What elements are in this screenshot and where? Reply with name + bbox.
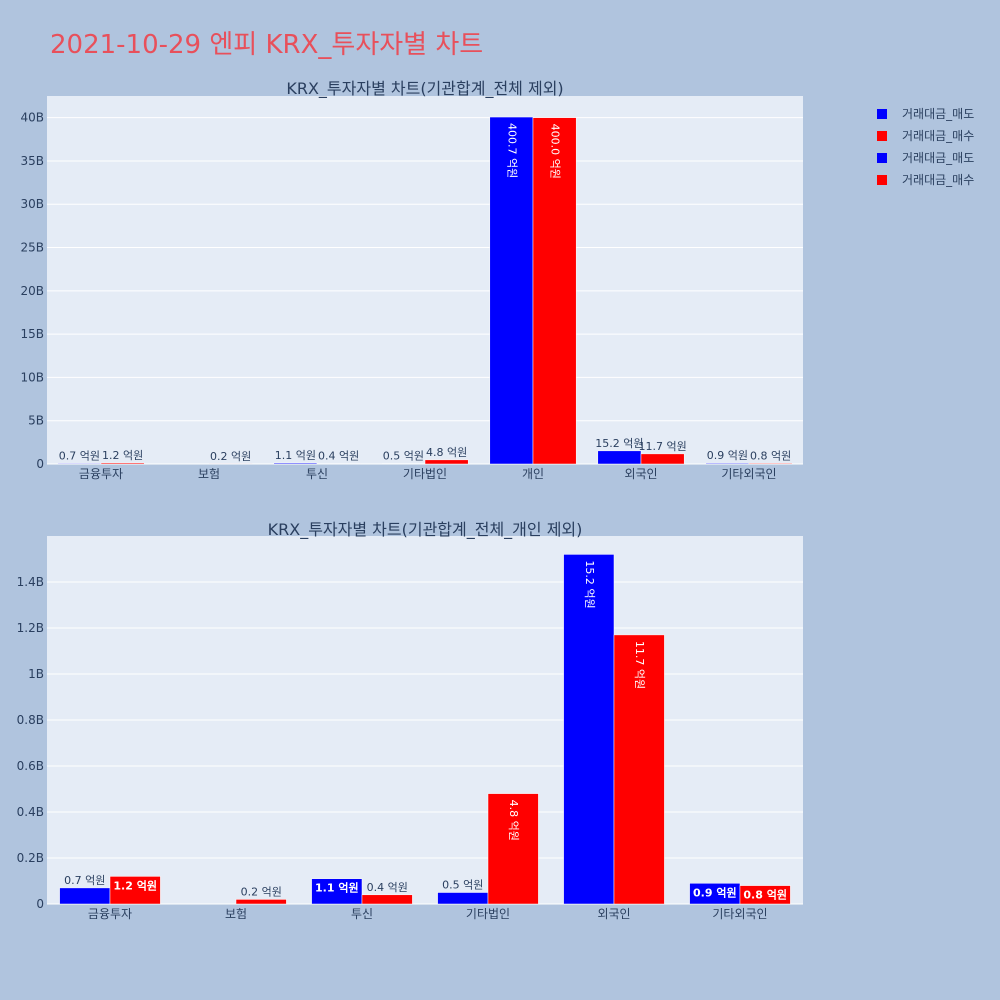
- bar-buy: [532, 117, 577, 465]
- bar-value-label: 0.8 억원: [743, 888, 787, 902]
- bar-sell: [705, 462, 750, 465]
- bar-value-label: 1.2 억원: [113, 878, 157, 892]
- x-tick-label: 외국인: [624, 467, 657, 481]
- bar-sell: [437, 892, 489, 905]
- y-tick-label: 0: [36, 457, 44, 471]
- legend-swatch: [877, 131, 887, 141]
- bar-value-label: 4.8 억원: [507, 800, 520, 841]
- bar-value-label: 400.7 억원: [505, 123, 518, 178]
- bar-buy: [640, 453, 685, 465]
- x-tick-label: 개인: [522, 467, 544, 481]
- bar-value-label: 0.5 억원: [442, 879, 483, 892]
- bar-value-label: 0.5 억원: [383, 450, 424, 463]
- bar-value-label: 0.4 억원: [367, 881, 408, 894]
- legend-swatch: [877, 153, 887, 163]
- bar-sell: [273, 462, 318, 465]
- x-tick-label: 보험: [198, 467, 220, 481]
- bar-value-label: 0.4 억원: [318, 450, 359, 463]
- y-tick-label: 0: [36, 897, 44, 911]
- y-tick-label: 0.8B: [17, 713, 44, 727]
- bar-value-label: 0.2 억원: [241, 885, 282, 898]
- x-tick-label: 기타외국인: [721, 467, 776, 481]
- bar-sell: [311, 878, 363, 905]
- x-tick-label: 금융투자: [79, 467, 123, 481]
- y-tick-label: 1B: [28, 667, 44, 681]
- x-tick-label: 기타외국인: [712, 907, 767, 921]
- bar-value-label: 1.1 억원: [315, 881, 359, 895]
- bar-value-label: 15.2 억원: [595, 437, 643, 450]
- bar-value-label: 400.0 억원: [549, 124, 562, 179]
- legend-entry: 거래대금_매도: [902, 151, 974, 165]
- bar-buy: [739, 885, 791, 905]
- bar-value-label: 0.7 억원: [59, 449, 100, 462]
- x-tick-label: 투신: [351, 907, 373, 921]
- x-tick-label: 기타법인: [466, 907, 510, 921]
- bar-value-label: 0.9 억원: [693, 885, 737, 899]
- bar-buy: [100, 462, 145, 465]
- x-tick-label: 투신: [306, 467, 328, 481]
- bar-buy: [424, 459, 469, 465]
- x-tick-label: 기타법인: [403, 467, 447, 481]
- bar-value-label: 15.2 억원: [583, 560, 596, 608]
- bar-sell: [489, 116, 534, 465]
- bar-buy: [613, 634, 665, 905]
- bar-value-label: 0.7 억원: [64, 874, 105, 887]
- legend-entry: 거래대금_매수: [902, 173, 974, 187]
- y-tick-label: 5B: [28, 414, 44, 428]
- chart-title: KRX_투자자별 차트(기관합계_전체_개인 제외): [268, 520, 583, 540]
- y-tick-label: 0.2B: [17, 851, 44, 865]
- y-tick-label: 0.6B: [17, 759, 44, 773]
- x-tick-label: 외국인: [597, 907, 630, 921]
- legend-entry: 거래대금_매도: [902, 107, 974, 121]
- y-tick-label: 1.2B: [17, 621, 44, 635]
- y-tick-label: 0.4B: [17, 805, 44, 819]
- bar-value-label: 1.1 억원: [275, 449, 316, 462]
- bar-value-label: 11.7 억원: [638, 440, 686, 453]
- main-title: 2021-10-29 엔피 KRX_투자자별 차트: [50, 30, 484, 60]
- y-tick-label: 1.4B: [17, 575, 44, 589]
- bar-buy: [109, 876, 161, 905]
- bar-buy: [361, 894, 413, 905]
- bar-value-label: 0.2 억원: [210, 450, 251, 463]
- bar-buy: [235, 899, 287, 905]
- legend-swatch: [877, 175, 887, 185]
- bar-sell: [57, 463, 102, 465]
- legend-entry: 거래대금_매수: [902, 129, 974, 143]
- bar-buy: [748, 463, 793, 465]
- plot-area: [47, 96, 803, 464]
- y-tick-label: 15B: [20, 327, 44, 341]
- bar-value-label: 0.9 억원: [707, 449, 748, 462]
- x-tick-label: 보험: [225, 907, 247, 921]
- x-tick-label: 금융투자: [88, 907, 132, 921]
- bar-sell: [563, 554, 615, 905]
- bar-value-label: 0.8 억원: [750, 449, 791, 462]
- chart-bottom: KRX_투자자별 차트(기관합계_전체_개인 제외) 0 0.2B 0.4B 0.6B 0…: [17, 520, 803, 921]
- y-tick-label: 20B: [20, 284, 44, 298]
- bar-buy: [487, 793, 539, 905]
- y-tick-label: 30B: [20, 197, 44, 211]
- bar-value-label: 4.8 억원: [426, 446, 467, 459]
- bar-value-label: 1.2 억원: [102, 449, 143, 462]
- chart-top: KRX_투자자별 차트(기관합계_전체 제외) 0 5B 10B 15B 20B 25B 30…: [20, 79, 803, 481]
- y-tick-label: 40B: [20, 111, 44, 125]
- bar-sell: [59, 887, 111, 905]
- bar-value-label: 11.7 억원: [633, 641, 646, 689]
- y-tick-label: 35B: [20, 154, 44, 168]
- legend-swatch: [877, 109, 887, 119]
- chart-title: KRX_투자자별 차트(기관합계_전체 제외): [286, 79, 563, 99]
- y-tick-label: 10B: [20, 370, 44, 384]
- bar-sell: [597, 450, 642, 465]
- y-tick-label: 25B: [20, 241, 44, 255]
